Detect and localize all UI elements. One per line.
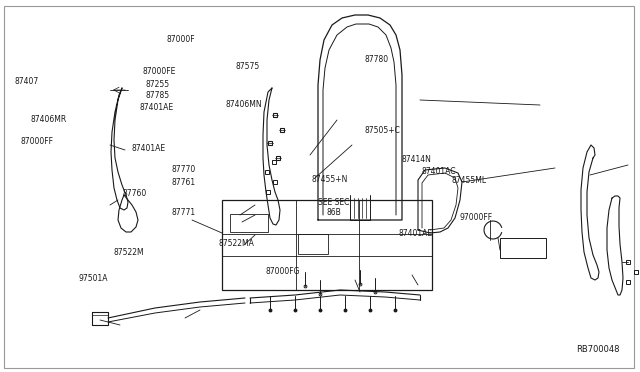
Text: 87780: 87780: [365, 55, 389, 64]
Text: RB700048: RB700048: [577, 345, 620, 354]
Text: 87771: 87771: [172, 208, 196, 217]
Text: 87000FF: 87000FF: [20, 137, 54, 146]
Text: 87406MR: 87406MR: [31, 115, 67, 124]
Text: 86B: 86B: [326, 208, 341, 217]
Text: 87401AE: 87401AE: [140, 103, 173, 112]
Text: 87522M: 87522M: [114, 248, 145, 257]
Text: 87255: 87255: [146, 80, 170, 89]
Text: SEE SEC.: SEE SEC.: [318, 198, 352, 207]
Text: 87406MN: 87406MN: [225, 100, 262, 109]
Text: 87785: 87785: [146, 92, 170, 100]
Text: 87770: 87770: [172, 165, 196, 174]
Text: 87407: 87407: [14, 77, 38, 86]
Text: 87401AE: 87401AE: [398, 229, 432, 238]
Text: 87414N: 87414N: [402, 155, 432, 164]
Text: 87522MA: 87522MA: [219, 239, 255, 248]
Text: 97000FF: 97000FF: [460, 213, 493, 222]
Bar: [230, 214, 268, 231]
Text: 87575: 87575: [236, 62, 260, 71]
Text: 87401AC: 87401AC: [421, 167, 456, 176]
Text: 87401AE: 87401AE: [131, 144, 165, 153]
Bar: [298, 234, 328, 254]
Text: 87000FG: 87000FG: [266, 267, 300, 276]
Text: 87761: 87761: [172, 178, 196, 187]
Text: 87000F: 87000F: [166, 35, 195, 44]
Text: 87000FE: 87000FE: [142, 67, 175, 76]
Text: 87760: 87760: [123, 189, 147, 198]
Text: 87505+C: 87505+C: [365, 126, 401, 135]
Bar: [222, 200, 432, 290]
Text: 87455ML: 87455ML: [451, 176, 486, 185]
Text: 97501A: 97501A: [78, 274, 108, 283]
Text: 87455+N: 87455+N: [312, 175, 348, 184]
Bar: [500, 238, 546, 258]
